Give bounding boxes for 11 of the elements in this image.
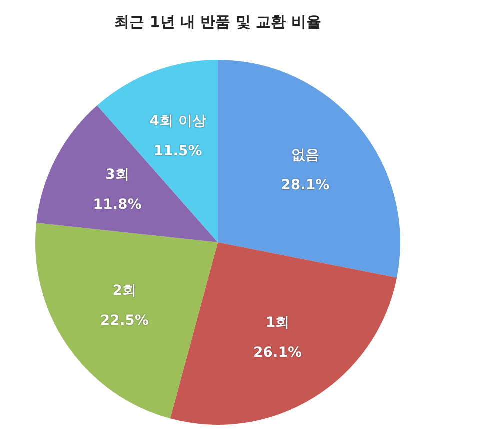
slice-label: 1회 (266, 315, 290, 332)
slice-label: 4회 이상 (150, 113, 206, 130)
slice-label: 3회 (106, 167, 130, 184)
slice-label: 없음 (291, 147, 320, 164)
data-label: 22.5% (100, 313, 149, 330)
data-label: 11.8% (93, 197, 142, 214)
data-label: 26.1% (253, 345, 302, 362)
data-label: 28.1% (281, 177, 330, 194)
data-label: 11.5% (154, 143, 202, 160)
slice-label: 2회 (112, 283, 136, 300)
chart-title: 최근 1년 내 반품 및 교환 비율 (114, 12, 322, 31)
